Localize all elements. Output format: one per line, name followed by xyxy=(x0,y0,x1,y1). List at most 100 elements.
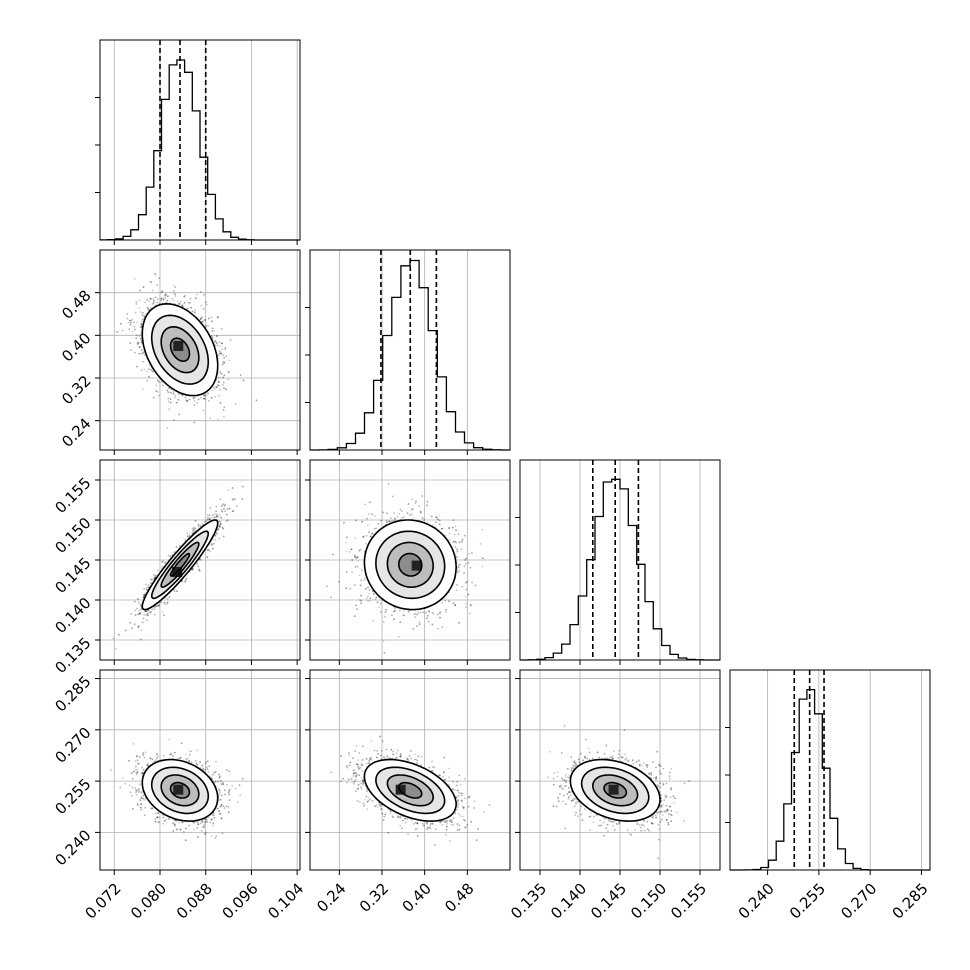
sample-point xyxy=(426,504,428,507)
sample-point xyxy=(165,294,168,297)
sample-point xyxy=(130,613,133,615)
sample-point xyxy=(207,399,210,402)
sample-point xyxy=(199,317,202,320)
sample-point xyxy=(458,569,461,572)
sample-point xyxy=(367,595,369,598)
sample-point xyxy=(464,559,466,561)
sample-point xyxy=(158,277,161,280)
sample-point xyxy=(151,303,154,305)
sample-point xyxy=(382,511,384,514)
sample-point xyxy=(129,321,132,324)
sample-point xyxy=(204,319,207,322)
sample-point xyxy=(464,581,467,584)
sample-point xyxy=(455,541,458,544)
sample-point xyxy=(191,532,194,535)
sample-point xyxy=(216,515,219,518)
sample-point xyxy=(137,342,140,345)
scatter-points xyxy=(116,272,258,429)
sample-point xyxy=(139,337,142,340)
contour-line xyxy=(151,530,209,600)
sample-point xyxy=(215,516,218,518)
axes-frame xyxy=(99,39,301,241)
sample-point xyxy=(201,522,204,525)
sample-point xyxy=(145,619,148,621)
contour-line xyxy=(160,325,200,374)
sample-point xyxy=(177,398,180,401)
sample-point xyxy=(456,548,458,551)
sample-point xyxy=(126,313,129,315)
sample-point xyxy=(127,321,130,324)
sample-point xyxy=(220,505,223,507)
sample-point xyxy=(158,381,160,383)
sample-point xyxy=(184,294,186,297)
histogram-panel-0 xyxy=(95,39,301,245)
sample-point xyxy=(134,609,137,612)
sample-point xyxy=(221,342,223,345)
sample-point xyxy=(225,355,228,358)
sample-point xyxy=(366,517,368,520)
sample-point xyxy=(183,302,186,305)
sample-point xyxy=(217,516,220,518)
sample-point xyxy=(217,376,220,379)
sample-point xyxy=(363,579,366,581)
sample-point xyxy=(154,576,157,579)
grid xyxy=(338,250,468,450)
sample-point xyxy=(201,320,204,323)
sample-point xyxy=(206,516,209,519)
sample-point xyxy=(222,376,225,379)
sample-point xyxy=(368,531,370,534)
sample-point xyxy=(205,301,207,304)
sample-point xyxy=(129,342,132,344)
sample-point xyxy=(468,552,471,555)
sample-point xyxy=(186,532,189,535)
sample-point xyxy=(141,621,144,624)
sample-point xyxy=(128,328,131,330)
sample-point xyxy=(441,626,444,628)
sample-point xyxy=(139,289,142,292)
sample-point xyxy=(199,558,202,560)
density-peak xyxy=(173,341,184,351)
sample-point xyxy=(116,331,119,333)
sample-point xyxy=(218,381,220,383)
sample-point xyxy=(326,585,328,588)
sample-point xyxy=(161,565,164,568)
sample-point xyxy=(210,396,213,399)
sample-point xyxy=(214,510,217,513)
sample-point xyxy=(215,532,218,534)
sample-point xyxy=(375,527,377,530)
sample-point xyxy=(221,342,223,345)
sample-point xyxy=(138,346,141,349)
sample-point xyxy=(153,577,156,580)
sample-point xyxy=(220,372,223,375)
sample-point xyxy=(214,534,217,537)
sample-point xyxy=(469,603,472,606)
sample-point xyxy=(213,513,216,515)
sample-point xyxy=(149,280,151,283)
sample-point xyxy=(453,533,456,536)
sample-point xyxy=(150,611,152,613)
sample-point xyxy=(144,583,147,586)
sample-point xyxy=(241,485,244,488)
sample-point xyxy=(143,368,146,371)
sample-point xyxy=(367,586,369,589)
sample-point xyxy=(456,584,458,586)
sample-point xyxy=(141,318,144,321)
sample-point xyxy=(152,396,155,399)
sample-point xyxy=(191,567,194,570)
sample-point xyxy=(140,320,143,323)
sample-point xyxy=(140,611,143,614)
sample-point xyxy=(464,562,467,565)
sample-point xyxy=(369,597,372,599)
sample-point xyxy=(221,527,224,529)
sample-point xyxy=(214,538,217,541)
sample-point xyxy=(191,310,194,313)
sample-point xyxy=(146,612,149,615)
sample-point xyxy=(153,613,156,616)
sample-point xyxy=(150,281,153,284)
sample-point xyxy=(148,300,151,302)
sample-point xyxy=(185,577,188,580)
sample-point xyxy=(187,301,190,304)
grid xyxy=(310,460,510,660)
histogram-panel-1 xyxy=(305,249,511,455)
sample-point xyxy=(227,378,230,381)
